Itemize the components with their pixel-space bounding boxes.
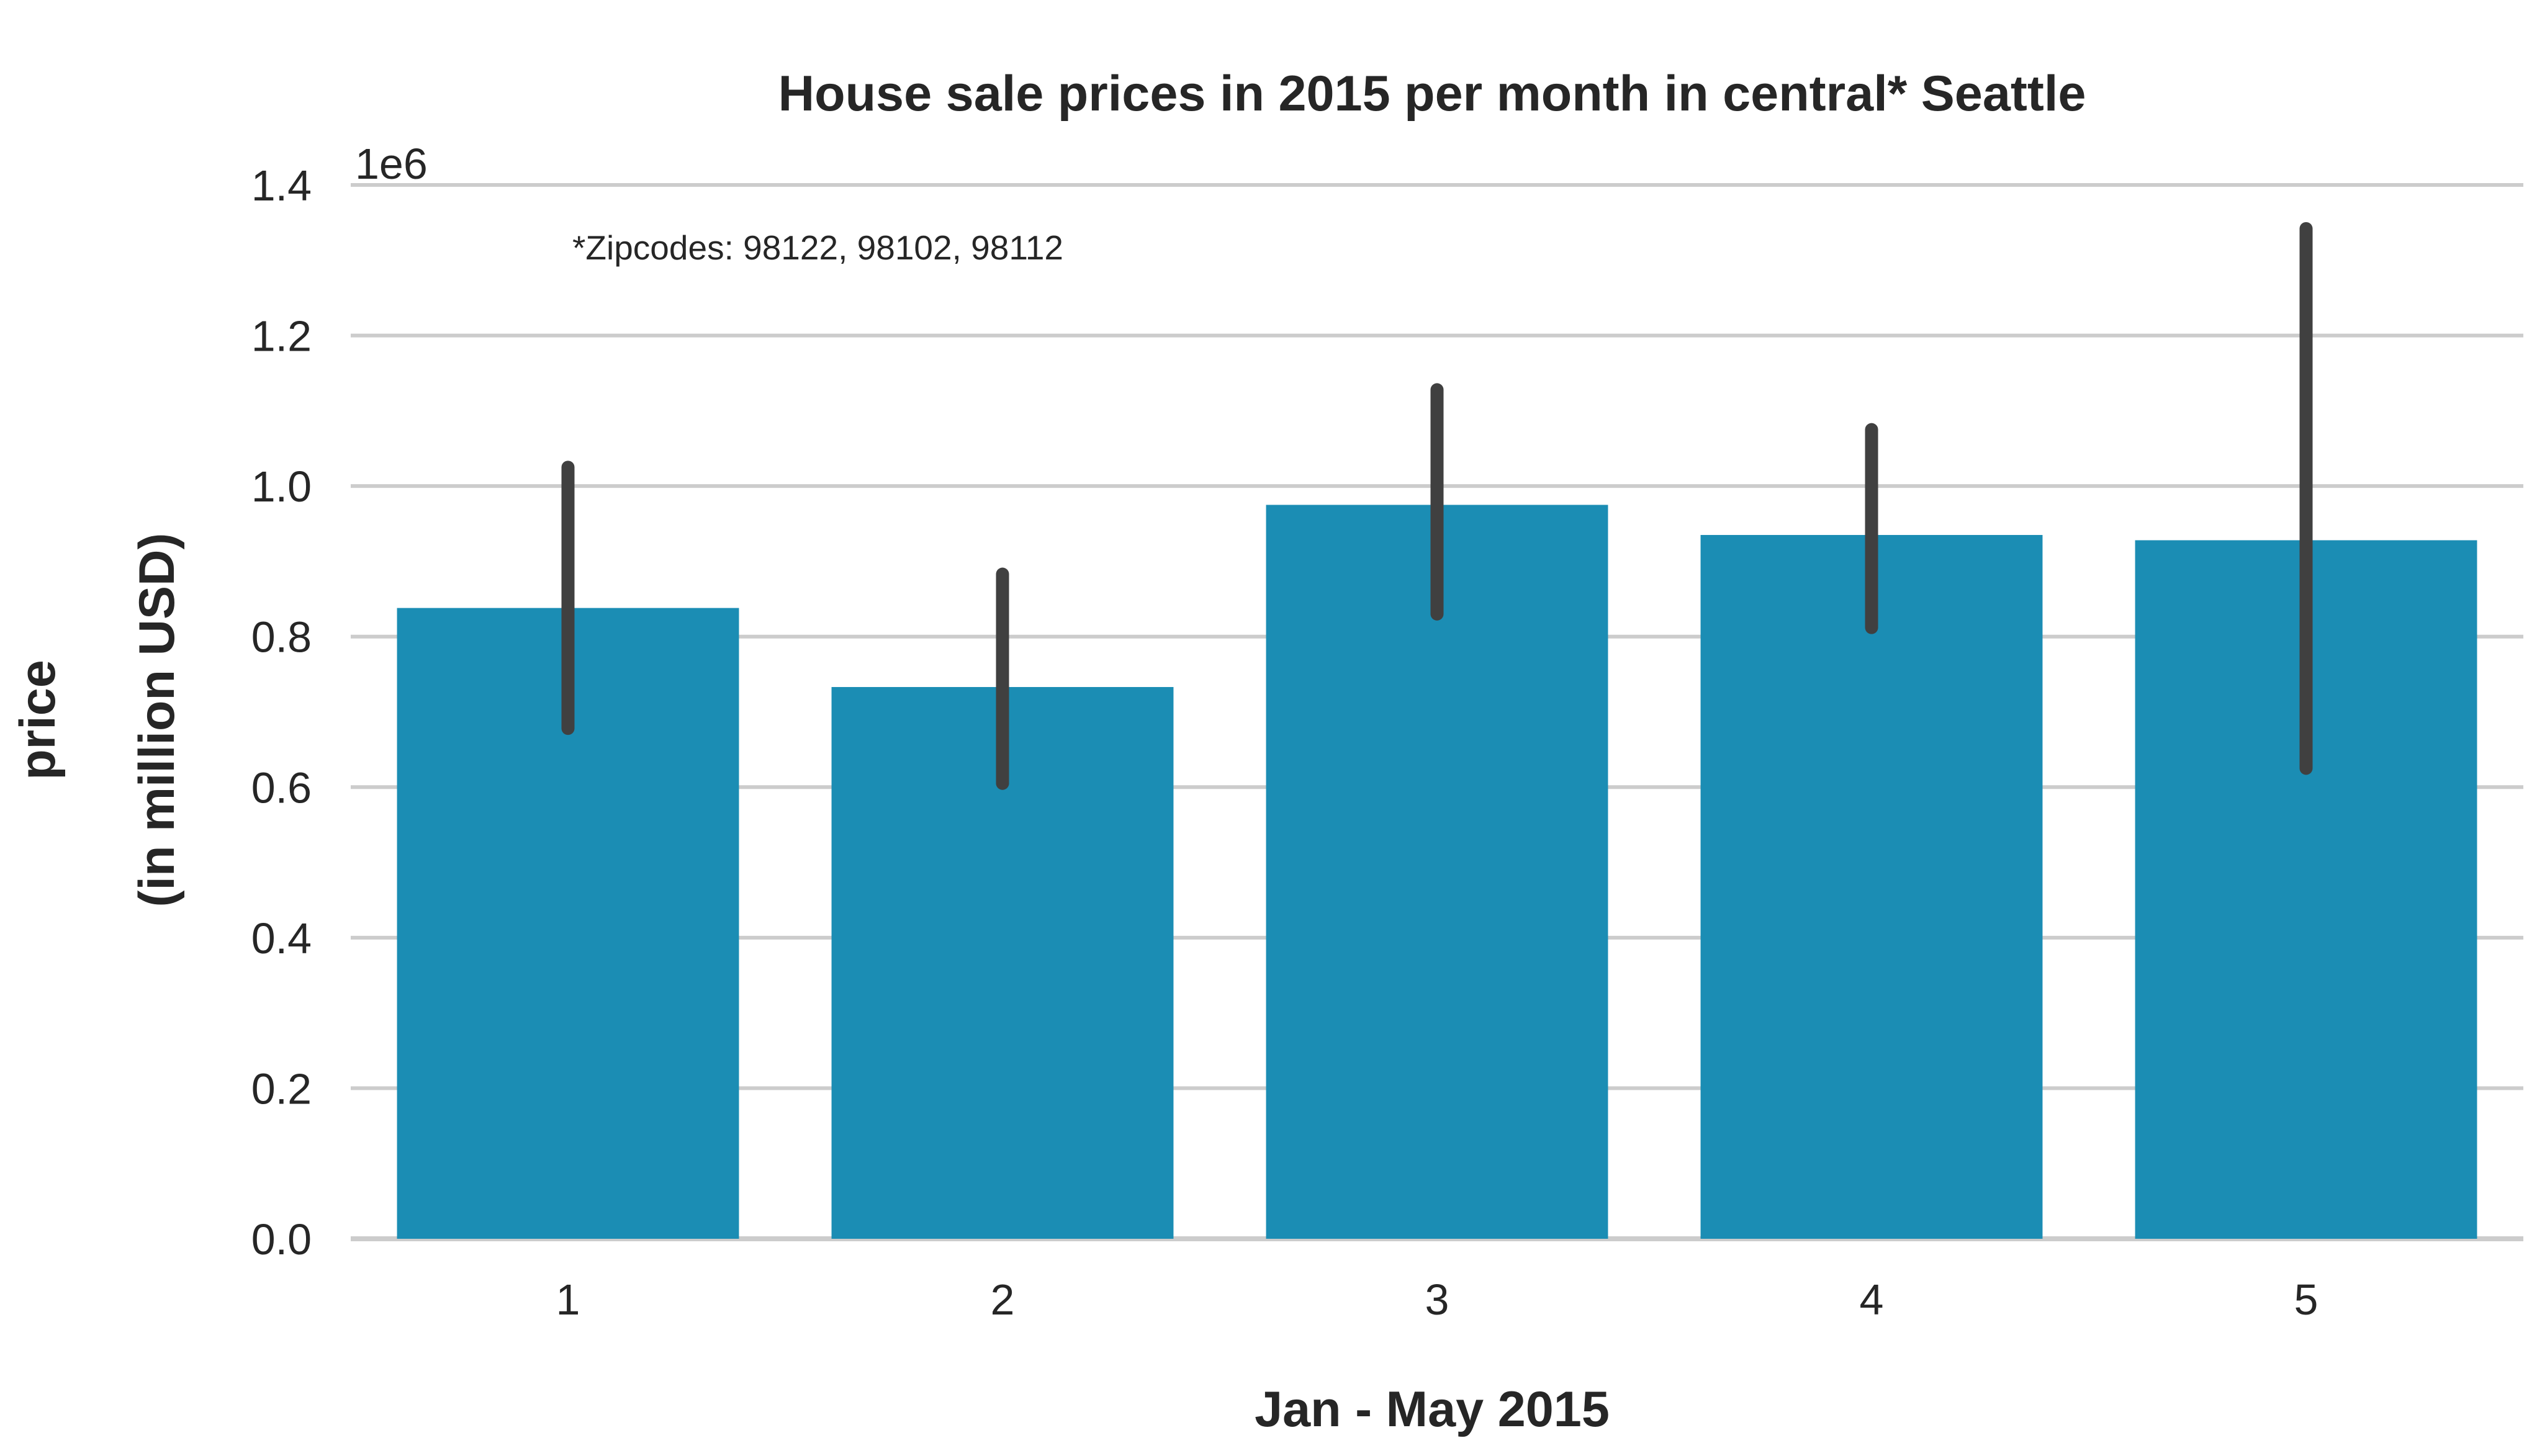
chart-title: House sale prices in 2015 per month in c… bbox=[778, 66, 2086, 122]
bars bbox=[397, 505, 2477, 1239]
y-tick-label: 0.6 bbox=[251, 763, 312, 812]
y-tick-labels: 0.0 0.2 0.4 0.6 0.8 1.0 1.2 1.4 bbox=[251, 161, 312, 1264]
x-tick-label: 1 bbox=[556, 1275, 580, 1324]
y-tick-label: 0.8 bbox=[251, 613, 312, 662]
x-tick-labels: 1 2 3 4 5 bbox=[556, 1275, 2318, 1324]
x-tick-label: 3 bbox=[1425, 1275, 1449, 1324]
y-tick-label: 1.2 bbox=[251, 312, 312, 361]
y-axis-label-line1: price bbox=[10, 660, 66, 780]
y-tick-label: 0.0 bbox=[251, 1215, 312, 1264]
y-tick-label: 0.2 bbox=[251, 1064, 312, 1113]
zipcode-annotation: *Zipcodes: 98122, 98102, 98112 bbox=[572, 228, 1063, 267]
x-tick-label: 5 bbox=[2294, 1275, 2318, 1324]
x-axis-label: Jan - May 2015 bbox=[1255, 1382, 1610, 1437]
x-tick-label: 2 bbox=[991, 1275, 1015, 1324]
y-tick-label: 0.4 bbox=[251, 914, 312, 963]
error-bars bbox=[561, 222, 2313, 790]
y-axis-label-line2: (in million USD) bbox=[129, 533, 185, 907]
bar bbox=[1266, 505, 1608, 1239]
bar bbox=[1700, 534, 2043, 1239]
y-offset-text: 1e6 bbox=[355, 140, 428, 188]
x-tick-label: 4 bbox=[1860, 1275, 1884, 1324]
y-tick-label: 1.4 bbox=[251, 161, 312, 210]
y-tick-label: 1.0 bbox=[251, 462, 312, 511]
